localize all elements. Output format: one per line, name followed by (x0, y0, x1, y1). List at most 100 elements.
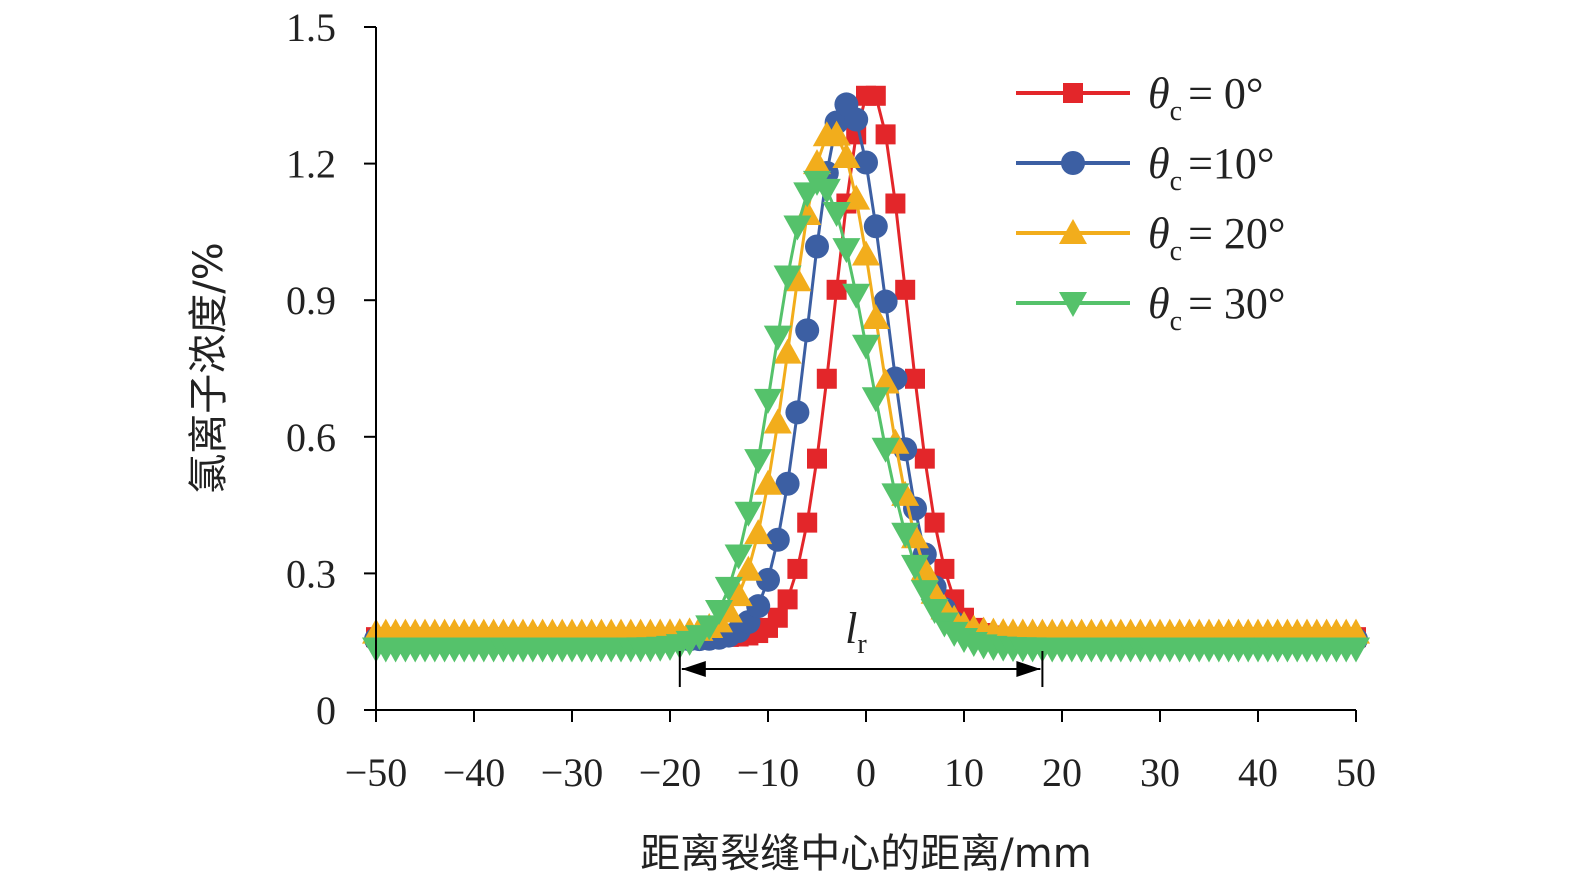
data-point (767, 607, 788, 628)
data-point (861, 387, 890, 413)
data-point (714, 576, 743, 602)
y-tick-label: 1.5 (286, 5, 336, 50)
data-point (812, 178, 841, 204)
y-tick-label: 0.9 (286, 278, 336, 323)
data-point (905, 368, 925, 389)
legend: θc = 0° θc =10° θc = 20° θc = 30° (1016, 69, 1285, 337)
data-point (895, 279, 916, 300)
data-point (744, 519, 773, 545)
data-point (1342, 618, 1370, 644)
legend-marker (1059, 292, 1087, 317)
y-tick-label: 0 (316, 688, 336, 733)
data-point (797, 512, 818, 533)
legend-label: θc = 20° (1148, 209, 1285, 267)
data-point (863, 214, 888, 239)
data-point (746, 594, 771, 619)
data-point (844, 107, 869, 132)
data-point (914, 448, 935, 469)
x-tick-label: 40 (1238, 750, 1278, 795)
legend-item-1: θc =10° (1016, 139, 1274, 197)
data-point (787, 558, 808, 579)
data-point (785, 400, 810, 425)
data-point (777, 589, 798, 610)
axes-layer: −50 −40 −30 −20 −10 0 10 20 30 40 50 0 0.3 0.6 0.9 1.2 1… (286, 5, 1376, 795)
data-point (724, 581, 753, 607)
data-point (734, 555, 763, 581)
legend-label: θc = 0° (1148, 69, 1263, 127)
legend-marker (1063, 83, 1083, 103)
legend-label: θc = 30° (1148, 279, 1285, 337)
data-point (881, 483, 910, 509)
data-point (832, 238, 861, 264)
series-2 (362, 120, 1370, 644)
x-tick-label: −50 (345, 750, 408, 795)
x-tick-label: −40 (443, 750, 506, 795)
data-point (885, 193, 906, 214)
data-point (832, 142, 861, 168)
data-point (756, 567, 780, 592)
legend-item-0: θc = 0° (1016, 69, 1263, 127)
y-tick-label: 0.6 (286, 415, 336, 460)
data-point (816, 368, 837, 389)
data-point (852, 240, 880, 266)
data-point (803, 149, 831, 175)
data-point (826, 279, 847, 300)
data-point (924, 512, 945, 533)
data-point (875, 124, 896, 145)
y-tick-label: 1.2 (286, 142, 336, 187)
data-point (765, 527, 790, 552)
x-tick-label: 30 (1140, 750, 1180, 795)
series-layer (362, 85, 1370, 663)
data-point (754, 388, 782, 414)
data-point (724, 544, 753, 570)
y-tick-label: 0.3 (286, 551, 336, 596)
x-tick-label: −10 (737, 750, 800, 795)
data-point (901, 554, 929, 580)
data-point (805, 234, 829, 259)
data-point (934, 558, 955, 579)
data-point (773, 265, 802, 291)
data-point (705, 599, 733, 625)
legend-item-2: θc = 20° (1016, 209, 1285, 267)
y-axis-title: 氯离子浓度/% (186, 242, 232, 493)
data-point (754, 469, 782, 495)
x-tick-label: −30 (541, 750, 604, 795)
data-point (920, 598, 949, 624)
data-point (744, 449, 773, 475)
x-tick-label: 10 (944, 750, 984, 795)
x-axis-title: 距离裂缝中心的距离/mm (640, 831, 1091, 877)
data-point (822, 120, 851, 146)
data-point (783, 215, 812, 241)
data-point (1342, 637, 1370, 663)
series-3 (362, 170, 1370, 663)
data-point (861, 303, 890, 329)
legend-marker (1061, 151, 1085, 175)
data-point (807, 448, 827, 469)
data-point (873, 289, 898, 314)
data-point (763, 325, 792, 351)
data-point (842, 283, 871, 309)
data-point (910, 580, 939, 606)
data-point (865, 85, 886, 106)
data-point (775, 471, 800, 496)
legend-label: θc =10° (1148, 139, 1274, 197)
data-point (871, 437, 900, 463)
data-point (763, 408, 792, 434)
data-point (795, 318, 820, 343)
x-tick-label: 0 (856, 750, 876, 795)
x-tick-label: −20 (639, 750, 702, 795)
data-point (891, 522, 920, 548)
data-point (822, 202, 851, 228)
data-point (852, 334, 880, 360)
data-point (871, 368, 900, 394)
data-point (773, 338, 802, 364)
legend-marker (1059, 219, 1087, 244)
annotation-label: lr (845, 604, 867, 660)
data-point (695, 615, 724, 641)
legend-item-3: θc = 30° (1016, 279, 1285, 337)
x-tick-label: 50 (1336, 750, 1376, 795)
x-tick-label: 20 (1042, 750, 1082, 795)
data-point (734, 501, 763, 527)
